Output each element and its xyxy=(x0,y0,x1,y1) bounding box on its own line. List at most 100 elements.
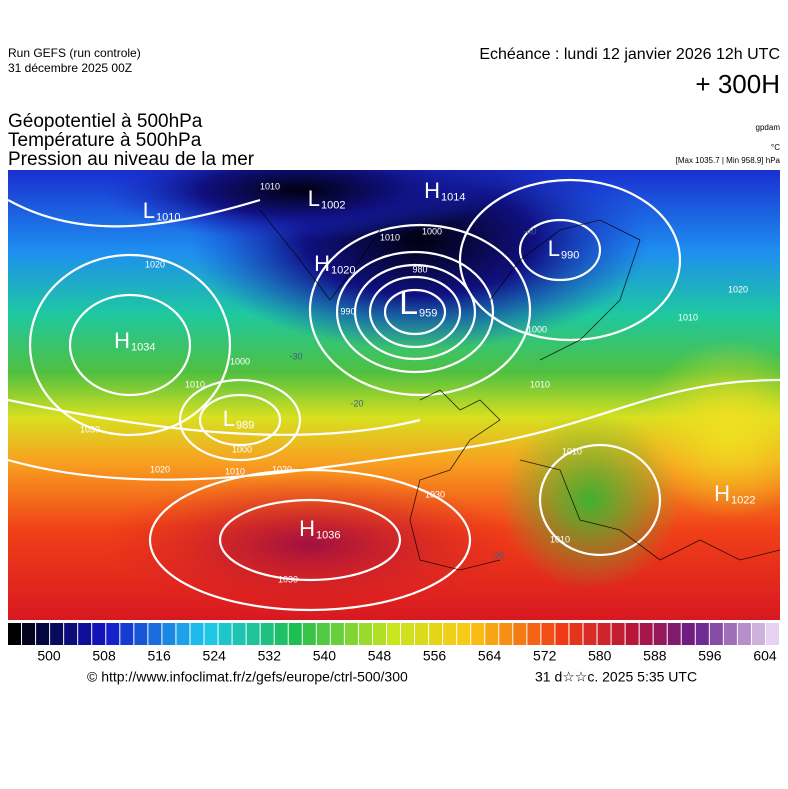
isobar-label: 1000 xyxy=(232,444,252,454)
colorbar-swatch xyxy=(499,623,513,645)
colorbar-tick-label: 524 xyxy=(203,648,227,664)
center-letter: L xyxy=(308,186,320,211)
colorbar-swatch xyxy=(723,623,737,645)
colorbar-swatch xyxy=(162,623,176,645)
colorbar-swatch xyxy=(92,623,106,645)
lead-time: + 300H xyxy=(695,69,780,99)
colorbar: 500 508 516 524 532 540 548 556 564 572 580 588 596 6… xyxy=(8,623,779,664)
colorbar-swatch xyxy=(64,623,78,645)
isobar-label: 1010 xyxy=(550,534,570,544)
colorbar-tick-label: 588 xyxy=(643,648,667,664)
colorbar-swatch xyxy=(330,623,344,645)
isobar-label: 1000 xyxy=(527,324,547,334)
center-letter: H xyxy=(314,251,330,276)
center-letter: H xyxy=(114,328,130,353)
colorbar-swatch xyxy=(8,623,22,645)
colorbar-swatch xyxy=(344,623,358,645)
isobar-label: 1010 xyxy=(678,312,698,322)
center-value: 1010 xyxy=(156,211,180,223)
colorbar-swatch xyxy=(457,623,471,645)
colorbar-swatch xyxy=(232,623,246,645)
isobar-label: 1030 xyxy=(80,424,100,434)
colorbar-swatch xyxy=(709,623,723,645)
center-letter: H xyxy=(299,516,315,541)
colorbar-swatch xyxy=(358,623,372,645)
center-letter: L xyxy=(548,236,560,261)
isobar-label: 1020 xyxy=(728,284,748,294)
colorbar-swatch xyxy=(260,623,274,645)
temperature-label: -20 xyxy=(350,398,363,408)
colorbar-tick-label: 500 xyxy=(37,648,61,664)
colorbar-swatch xyxy=(288,623,302,645)
colorbar-swatch xyxy=(625,623,639,645)
colorbar-swatch xyxy=(765,623,779,645)
isobar-label: 990 xyxy=(340,306,355,316)
isobar-label: 1010 xyxy=(380,232,400,242)
unit-label: gpdam xyxy=(756,123,781,132)
valid-time: Echéance : lundi 12 janvier 2026 12h UTC xyxy=(479,46,780,63)
colorbar-swatch xyxy=(218,623,232,645)
colorbar-swatch xyxy=(751,623,765,645)
isobar-label: 1010 xyxy=(185,379,205,389)
colorbar-tick-label: 572 xyxy=(533,648,557,664)
colorbar-tick-label: 540 xyxy=(313,648,337,664)
colorbar-swatch xyxy=(274,623,288,645)
colorbar-swatch xyxy=(190,623,204,645)
center-value: 1022 xyxy=(731,494,755,506)
unit-label: [Max 1035.7 | Min 958.9] hPa xyxy=(676,156,781,165)
colorbar-swatch xyxy=(667,623,681,645)
colorbar-tick-label: 556 xyxy=(423,648,447,664)
colorbar-tick-label: 516 xyxy=(147,648,171,664)
isobar-label: 1020 xyxy=(145,259,165,269)
colorbar-swatch xyxy=(148,623,162,645)
center-value: 1036 xyxy=(316,529,340,541)
colorbar-swatch xyxy=(246,623,260,645)
center-letter: H xyxy=(424,178,440,203)
field-name: Pression au niveau de la mer xyxy=(8,149,255,170)
isobar-label: 1030 xyxy=(278,574,298,584)
temperature-label: -20 xyxy=(491,550,504,560)
isobar-label: 1010 xyxy=(562,446,582,456)
colorbar-swatch xyxy=(429,623,443,645)
colorbar-swatch xyxy=(541,623,555,645)
colorbar-swatch xyxy=(583,623,597,645)
generated-time: 31 d☆☆c. 2025 5:35 UTC xyxy=(535,669,697,685)
colorbar-swatch xyxy=(681,623,695,645)
center-value: 1034 xyxy=(131,341,155,353)
unit-label: °C xyxy=(771,143,780,152)
colorbar-swatch xyxy=(36,623,50,645)
source-url: © http://www.infoclimat.fr/z/gefs/europe… xyxy=(87,669,408,685)
isobar-label: 1030 xyxy=(425,489,445,499)
colorbar-swatch xyxy=(401,623,415,645)
colorbar-swatch xyxy=(653,623,667,645)
colorbar-tick-label: 532 xyxy=(258,648,282,664)
colorbar-swatch xyxy=(415,623,429,645)
colorbar-swatch xyxy=(527,623,541,645)
isobar-label: 1020 xyxy=(272,464,292,474)
colorbar-swatch xyxy=(50,623,64,645)
center-value: 959 xyxy=(419,307,437,319)
colorbar-swatch xyxy=(106,623,120,645)
center-value: 1020 xyxy=(331,264,355,276)
center-letter: L xyxy=(143,198,155,223)
colorbar-swatch xyxy=(316,623,330,645)
center-value: 990 xyxy=(561,249,579,261)
colorbar-swatch xyxy=(555,623,569,645)
colorbar-swatch xyxy=(639,623,653,645)
colorbar-swatch xyxy=(204,623,218,645)
field-name: Géopotentiel à 500hPa xyxy=(8,111,203,132)
colorbar-swatch xyxy=(569,623,583,645)
colorbar-tick-label: 508 xyxy=(92,648,116,664)
temperature-label: -40 xyxy=(523,226,536,236)
isobar-label: 1010 xyxy=(260,181,280,191)
run-label: Run GEFS (run controle) xyxy=(8,46,141,60)
isobar-label: 1010 xyxy=(225,466,245,476)
field xyxy=(8,170,780,620)
isobar-label: 1020 xyxy=(150,464,170,474)
colorbar-tick-label: 596 xyxy=(698,648,722,664)
colorbar-tick-label: 580 xyxy=(588,648,612,664)
colorbar-swatch xyxy=(485,623,499,645)
colorbar-swatch xyxy=(737,623,751,645)
colorbar-swatch xyxy=(513,623,527,645)
